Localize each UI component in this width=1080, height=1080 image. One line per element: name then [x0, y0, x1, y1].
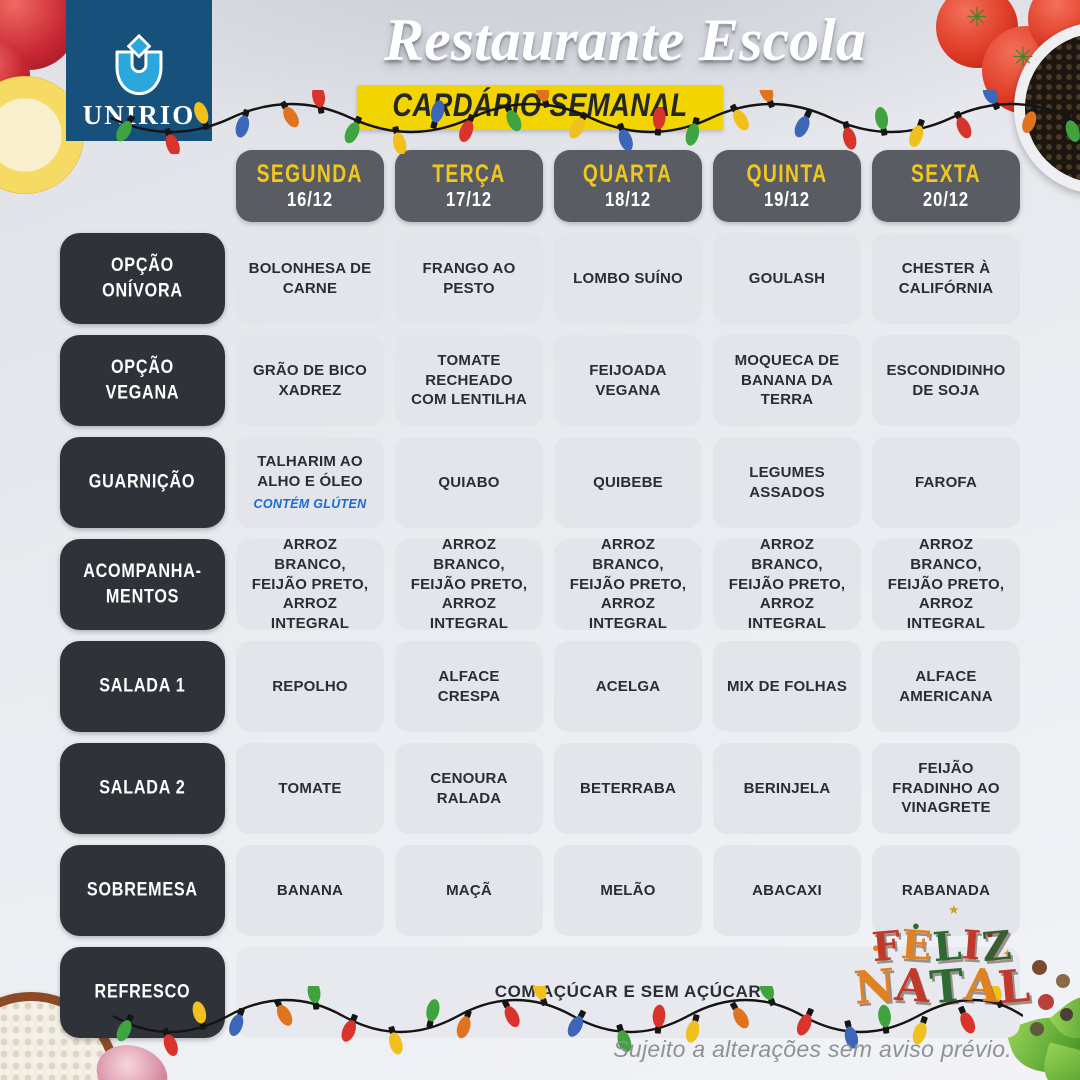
- day-name: QUARTA: [583, 160, 673, 188]
- peppercorn: [1032, 960, 1047, 975]
- row-label-acompanhamentos: ACOMPANHA-MENTOS: [60, 539, 225, 630]
- menu-cell: ESCONDIDINHO DE SOJA: [872, 335, 1020, 426]
- christmas-lights-top: [110, 90, 1080, 154]
- day-header-sexta: SEXTA 20/12: [872, 150, 1020, 222]
- day-date: 17/12: [445, 186, 493, 210]
- menu-cell: ARROZ BRANCO, FEIJÃO PRETO, ARROZ INTEGR…: [713, 536, 861, 632]
- menu-cell: CENOURA RALADA: [395, 743, 543, 834]
- peppercorn: [1038, 994, 1054, 1010]
- table-corner-spacer: [60, 150, 225, 222]
- row-label-opcao-vegana: OPÇÃO VEGANA: [60, 335, 225, 426]
- menu-cell: LOMBO SUÍNO: [554, 233, 702, 324]
- day-name: SEGUNDA: [256, 160, 364, 188]
- menu-cell: FRANGO AO PESTO: [395, 233, 543, 324]
- menu-cell: CHESTER À CALIFÓRNIA: [872, 233, 1020, 324]
- ornament-star-icon: ✦: [1002, 946, 1013, 961]
- disclaimer-text: Sujeito a alterações sem aviso prévio.: [613, 1036, 1012, 1062]
- peppercorn: [1030, 1022, 1044, 1036]
- row-label-guarnicao: GUARNIÇÃO: [60, 437, 225, 528]
- menu-cell: MOQUECA DE BANANA DA TERRA: [713, 335, 861, 426]
- menu-cell: REPOLHO: [236, 641, 384, 732]
- page-title: Restaurante Escola: [384, 7, 866, 73]
- menu-cell: GRÃO DE BICO XADREZ: [236, 335, 384, 426]
- row-label-salada-1: SALADA 1: [60, 641, 225, 732]
- day-name: SEXTA: [911, 160, 981, 188]
- row-label-refresco: REFRESCO: [60, 947, 225, 1038]
- menu-cell: ARROZ BRANCO, FEIJÃO PRETO, ARROZ INTEGR…: [554, 536, 702, 632]
- menu-cell: MIX DE FOLHAS: [713, 641, 861, 732]
- menu-cell: ARROZ BRANCO, FEIJÃO PRETO, ARROZ INTEGR…: [236, 536, 384, 632]
- peppercorn: [1060, 1008, 1073, 1021]
- menu-cell: ACELGA: [554, 641, 702, 732]
- menu-cell: QUIBEBE: [554, 437, 702, 528]
- menu-cell: GOULASH: [713, 233, 861, 324]
- feliz-natal-graphic: FELIZ NATAL: [851, 921, 1033, 1015]
- ornament-star-icon: ★: [948, 902, 960, 917]
- menu-cell: FAROFA: [872, 437, 1020, 528]
- row-label-salada-2: SALADA 2: [60, 743, 225, 834]
- day-date: 20/12: [922, 186, 970, 210]
- menu-cell: ARROZ BRANCO, FEIJÃO PRETO, ARROZ INTEGR…: [872, 536, 1020, 632]
- row-label-sobremesa: SOBREMESA: [60, 845, 225, 936]
- menu-cell: BERINJELA: [713, 743, 861, 834]
- menu-cell: LEGUMES ASSADOS: [713, 437, 861, 528]
- menu-cell: TOMATE: [236, 743, 384, 834]
- menu-cell: BETERRABA: [554, 743, 702, 834]
- menu-cell: MAÇÃ: [395, 845, 543, 936]
- natal-word: NATAL: [851, 957, 1033, 1015]
- menu-cell: ARROZ BRANCO, FEIJÃO PRETO, ARROZ INTEGR…: [395, 536, 543, 632]
- day-header-quarta: QUARTA 18/12: [554, 150, 702, 222]
- tomato-stem-icon: ✳: [966, 2, 988, 32]
- menu-cell: FEIJÃO FRADINHO AO VINAGRETE: [872, 743, 1020, 834]
- tomato-stem-icon: ✳: [1012, 42, 1034, 72]
- menu-cell: RABANADA: [872, 845, 1020, 936]
- menu-cell: QUIABO: [395, 437, 543, 528]
- menu-cell: ALFACE AMERICANA: [872, 641, 1020, 732]
- day-date: 16/12: [286, 186, 334, 210]
- menu-cell: MELÃO: [554, 845, 702, 936]
- peppercorn: [1056, 974, 1070, 988]
- menu-cell: FEIJOADA VEGANA: [554, 335, 702, 426]
- gluten-note: CONTÉM GLÚTEN: [253, 497, 367, 512]
- unirio-logo-text: UNIRIO: [82, 100, 196, 130]
- ornament-ball-icon: ●: [872, 940, 880, 955]
- day-date: 19/12: [763, 186, 811, 210]
- day-header-terca: TERÇA 17/12: [395, 150, 543, 222]
- day-date: 18/12: [604, 186, 652, 210]
- day-name: TERÇA: [432, 160, 506, 188]
- menu-cell: ALFACE CRESPA: [395, 641, 543, 732]
- christmas-lights-bottom: [112, 986, 1023, 1056]
- menu-cell: TALHARIM AO ALHO E ÓLEO CONTÉM GLÚTEN: [236, 437, 384, 528]
- menu-cell: BOLONHESA DE CARNE: [236, 233, 384, 324]
- row-label-opcao-onivora: OPÇÃO ONÍVORA: [60, 233, 225, 324]
- day-header-quinta: QUINTA 19/12: [713, 150, 861, 222]
- menu-cell: ABACAXI: [713, 845, 861, 936]
- day-name: QUINTA: [746, 160, 828, 188]
- day-header-segunda: SEGUNDA 16/12: [236, 150, 384, 222]
- unirio-logo: UNIRIO: [66, 0, 212, 141]
- menu-cell: BANANA: [236, 845, 384, 936]
- ornament-ball-icon: ●: [912, 918, 920, 933]
- menu-cell: TOMATE RECHEADO COM LENTILHA: [395, 335, 543, 426]
- ornament-ball-icon: ●: [986, 926, 994, 941]
- menu-table: SEGUNDA 16/12 TERÇA 17/12 QUARTA 18/12 Q…: [60, 150, 1020, 1038]
- unirio-logo-icon: [115, 34, 163, 96]
